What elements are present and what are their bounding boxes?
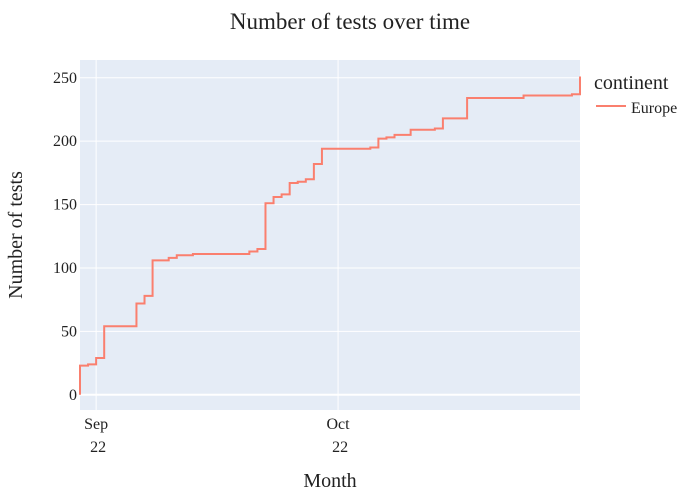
x-tick-label-month: Sep xyxy=(84,416,108,433)
y-tick-label: 100 xyxy=(53,260,77,277)
y-tick-label: 0 xyxy=(69,387,77,404)
y-axis-ticks: 0 50 100 150 200 250 xyxy=(53,70,77,404)
x-tick-label-year: 22 xyxy=(332,439,348,456)
y-tick-label: 150 xyxy=(53,197,77,214)
chart-title: Number of tests over time xyxy=(230,9,470,34)
series-line-europe xyxy=(79,76,581,395)
plot-background xyxy=(80,60,580,410)
y-tick-label: 50 xyxy=(61,323,77,340)
legend-label-europe: Europe xyxy=(631,100,677,117)
grid xyxy=(80,60,580,410)
y-axis-title: Number of tests xyxy=(5,171,27,299)
x-tick-label-month: Oct xyxy=(327,416,351,433)
series-layer xyxy=(79,76,581,395)
x-axis-ticks: Sep 22 Oct 22 xyxy=(84,416,350,456)
y-tick-label: 250 xyxy=(53,70,77,87)
y-tick-label: 200 xyxy=(53,133,77,150)
legend-title: continent xyxy=(594,72,669,94)
x-axis-title: Month xyxy=(303,470,356,492)
x-tick-label-year: 22 xyxy=(90,439,106,456)
legend: continent Europe xyxy=(594,72,677,117)
